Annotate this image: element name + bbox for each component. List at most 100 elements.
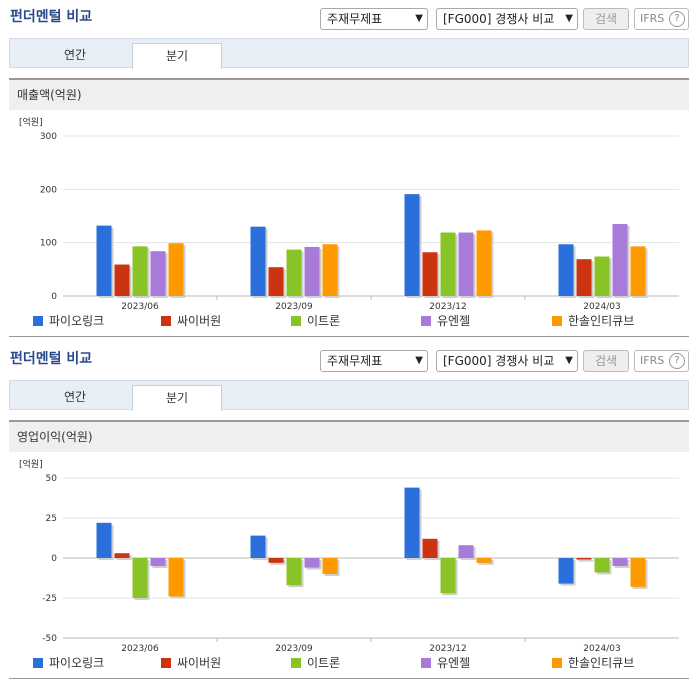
legend-swatch [161, 658, 171, 668]
bar [132, 246, 148, 296]
x-tick-label: 2024/03 [583, 644, 620, 654]
panel-operating-profit: 펀더멘털 비교 주재무제표 ▼ [FG000] 경쟁사 비교 ▼ 검색 IFRS? 연간 분기 영… [0, 342, 696, 684]
bar [576, 558, 592, 560]
legend-label: 파이오링크 [49, 656, 104, 670]
bar [286, 249, 302, 296]
y-tick-label: 50 [46, 474, 58, 484]
bar [250, 226, 266, 296]
search-button[interactable]: 검색 [583, 350, 629, 372]
bar [322, 244, 338, 296]
bar [304, 558, 320, 568]
x-tick-label: 2023/12 [429, 644, 466, 654]
x-tick-label: 2023/06 [121, 302, 159, 312]
legend-label: 싸이버원 [177, 314, 221, 328]
tab-quarterly[interactable]: 분기 [132, 43, 222, 69]
bar [476, 230, 492, 296]
help-icon: ? [669, 353, 685, 369]
y-tick-label: 200 [40, 185, 57, 195]
legend-swatch [33, 316, 43, 326]
bar [114, 264, 130, 296]
tab-annual[interactable]: 연간 [63, 390, 87, 404]
bar [630, 558, 646, 587]
legend-label: 한솔인티큐브 [568, 656, 634, 670]
x-tick-label: 2023/06 [121, 644, 159, 654]
bar [132, 558, 148, 598]
bar [630, 246, 646, 296]
legend-label: 한솔인티큐브 [568, 314, 634, 328]
bar [168, 558, 184, 597]
chevron-down-icon: ▼ [565, 355, 573, 366]
metric-title: 매출액(억원) [9, 78, 689, 110]
chevron-down-icon: ▼ [415, 13, 423, 24]
legend-swatch [421, 658, 431, 668]
bar [304, 246, 320, 296]
y-tick-label: 25 [46, 514, 57, 524]
y-tick-label: 300 [40, 132, 57, 142]
help-icon: ? [669, 11, 685, 27]
bar [612, 558, 628, 566]
legend-label: 이트론 [307, 314, 340, 328]
legend-swatch [33, 658, 43, 668]
legend-label: 유엔젤 [437, 656, 470, 670]
legend-swatch [552, 658, 562, 668]
bar [96, 225, 112, 296]
legend-swatch [291, 658, 301, 668]
ifrs-button[interactable]: IFRS? [634, 8, 689, 30]
chevron-down-icon: ▼ [565, 13, 573, 24]
x-tick-label: 2023/09 [275, 302, 313, 312]
bar [558, 558, 574, 584]
section-title: 펀더멘털 비교 [10, 9, 93, 25]
peer-group-select[interactable]: [FG000] 경쟁사 비교 ▼ [436, 350, 578, 372]
bar [440, 558, 456, 594]
peer-group-select[interactable]: [FG000] 경쟁사 비교 ▼ [436, 8, 578, 30]
chart-area: [억원] 0 100 200 300 2023/06 2023/09 2023/12 2024/… [9, 112, 689, 334]
ifrs-label: IFRS [640, 354, 665, 367]
y-tick-label: -50 [42, 634, 57, 644]
bar [594, 256, 610, 296]
legend-label: 유엔젤 [437, 314, 470, 328]
period-tabs: 연간 분기 [9, 380, 689, 411]
bar [422, 252, 438, 296]
chevron-down-icon: ▼ [415, 355, 423, 366]
legend-swatch [552, 316, 562, 326]
search-button[interactable]: 검색 [583, 8, 629, 30]
y-tick-label: 100 [40, 239, 57, 249]
bar-shadow [578, 560, 594, 562]
bar [268, 558, 284, 563]
legend-swatch [421, 316, 431, 326]
bar-chart: [억원] 0 100 200 300 2023/06 2023/09 2023/12 2024/… [19, 116, 679, 328]
statement-select[interactable]: 주재무제표 ▼ [320, 8, 428, 30]
statement-select-value: 주재무제표 [327, 12, 383, 26]
legend-swatch [291, 316, 301, 326]
bar [458, 545, 474, 558]
y-tick-label: -25 [42, 594, 57, 604]
statement-select[interactable]: 주재무제표 ▼ [320, 350, 428, 372]
section-title: 펀더멘털 비교 [10, 351, 93, 367]
bar [558, 244, 574, 296]
bar [322, 558, 338, 574]
bar [268, 267, 284, 296]
bar [404, 194, 420, 296]
panel-revenue: 펀더멘털 비교 주재무제표 ▼ [FG000] 경쟁사 비교 ▼ 검색 IFRS? 연간 분기 매… [9, 8, 689, 337]
chart-area: [억원] -50 -25 0 25 50 2023/06 2023/09 2023/12 2024… [9, 454, 689, 676]
x-tick-label: 2024/03 [583, 302, 620, 312]
statement-select-value: 주재무제표 [327, 354, 383, 368]
bar [286, 558, 302, 586]
divider [9, 336, 689, 337]
legend-label: 이트론 [307, 656, 340, 670]
y-tick-label: 0 [51, 554, 57, 564]
bar [458, 232, 474, 296]
unit-label: [억원] [19, 116, 43, 128]
tab-annual[interactable]: 연간 [63, 48, 87, 62]
bar [96, 522, 112, 558]
legend-label: 파이오링크 [49, 314, 104, 328]
y-tick-label: 0 [51, 292, 57, 302]
ifrs-button[interactable]: IFRS? [634, 350, 689, 372]
tab-quarterly[interactable]: 분기 [132, 385, 222, 411]
bar-chart: [억원] -50 -25 0 25 50 2023/06 2023/09 2023/12 2024… [19, 458, 679, 670]
period-tabs: 연간 분기 [9, 38, 689, 69]
bar [612, 224, 628, 296]
bar [440, 232, 456, 296]
legend-label: 싸이버원 [177, 656, 221, 670]
ifrs-label: IFRS [640, 12, 665, 25]
